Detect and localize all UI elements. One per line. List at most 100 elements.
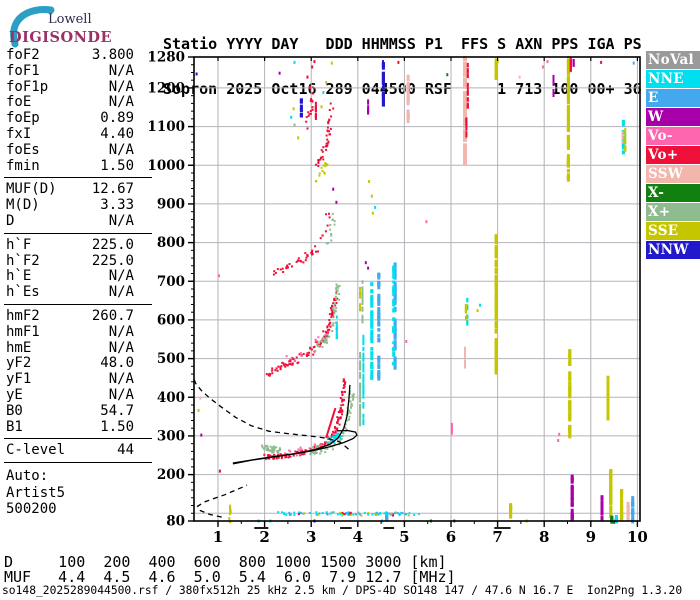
param-value: N/A xyxy=(108,339,134,356)
svg-text:800: 800 xyxy=(157,235,185,251)
legend-item: X- xyxy=(646,184,700,202)
svg-text:5: 5 xyxy=(399,528,409,546)
param-value: 225.0 xyxy=(91,236,134,253)
legend-item: E xyxy=(646,89,700,107)
param-row: D N/A xyxy=(4,212,134,230)
param-label: h`E xyxy=(6,268,32,285)
param-value: N/A xyxy=(108,78,134,95)
param-value: 260.7 xyxy=(91,307,134,324)
param-value: N/A xyxy=(108,323,134,340)
param-label: foF1p xyxy=(6,78,49,95)
header-fields-line: Statio YYYY DAY DDD HHMMSS P1 FFS S AXN … xyxy=(163,35,642,53)
param-row: foF1p N/A xyxy=(4,78,134,96)
svg-text:200: 200 xyxy=(157,467,185,483)
param-value: 4.40 xyxy=(100,125,134,142)
param-label: foEp xyxy=(6,110,40,127)
param-row: h`E N/A xyxy=(4,269,134,285)
param-label: foE xyxy=(6,94,32,111)
autoscaling-block: Auto: Artist5 500200 xyxy=(4,468,154,518)
legend-item: Vo+ xyxy=(646,146,700,164)
param-label: hmF1 xyxy=(6,323,40,340)
param-label: h`Es xyxy=(6,284,40,301)
dmuf-row: MUF 4.4 4.5 4.6 5.0 5.4 6.0 7.9 12.7 [MH… xyxy=(4,567,456,586)
status-bar: so148_2025289044500.rsf / 380fx512h 25 k… xyxy=(2,584,683,597)
param-label: hmE xyxy=(6,339,32,356)
param-row: B0 54.7 xyxy=(4,402,134,420)
param-value: 12.67 xyxy=(91,181,134,198)
dmuf-row: D 100 200 400 600 800 1000 1500 3000 [km… xyxy=(4,553,447,571)
svg-text:8: 8 xyxy=(539,528,549,546)
param-separator xyxy=(4,438,152,440)
param-value: 44 xyxy=(117,442,134,459)
header-values-line: Sopron 2025 Oct16 289 044500 RSF 1 713 1… xyxy=(163,80,642,98)
legend-item: Vo- xyxy=(646,127,700,145)
param-value: N/A xyxy=(108,94,134,111)
param-row: foEp 0.89 xyxy=(4,110,134,127)
param-label: h`F xyxy=(6,236,32,253)
param-row: h`F 225.0 xyxy=(4,236,134,254)
param-label: foF1 xyxy=(6,62,40,79)
param-value: N/A xyxy=(108,386,134,403)
param-row: foEs N/A xyxy=(4,141,134,159)
svg-text:7: 7 xyxy=(492,528,502,546)
param-label: hmF2 xyxy=(6,307,40,324)
svg-text:300: 300 xyxy=(157,428,185,444)
logo-lowell-text: Lowell xyxy=(48,12,92,27)
svg-text:9: 9 xyxy=(586,528,596,546)
legend-item: X+ xyxy=(646,203,700,221)
legend-item: NNE xyxy=(646,70,700,88)
digisonde-logo: Lowell DIGISONDE xyxy=(9,6,112,48)
logo-arc-icon xyxy=(10,6,55,48)
param-value: 225.0 xyxy=(91,252,134,269)
param-row: yE N/A xyxy=(4,386,134,404)
svg-text:80: 80 xyxy=(166,514,185,530)
param-row: hmE N/A xyxy=(4,339,134,357)
svg-text:1100: 1100 xyxy=(147,119,185,135)
param-row: foE N/A xyxy=(4,95,134,111)
param-label: yF2 xyxy=(6,355,32,372)
param-row: M(D) 3.33 xyxy=(4,197,134,214)
svg-text:2: 2 xyxy=(259,528,269,546)
svg-text:900: 900 xyxy=(157,196,185,212)
param-row: C-level 44 xyxy=(4,443,134,459)
param-value: 0.89 xyxy=(100,110,134,127)
param-row: yF1 N/A xyxy=(4,371,134,388)
param-value: N/A xyxy=(108,371,134,388)
svg-text:3: 3 xyxy=(306,528,316,546)
svg-text:1: 1 xyxy=(213,528,223,546)
param-row: fxI 4.40 xyxy=(4,125,134,143)
param-separator xyxy=(4,303,152,305)
param-value: 54.7 xyxy=(100,402,134,419)
param-value: 3.800 xyxy=(91,47,134,63)
param-label: C-level xyxy=(6,442,66,459)
legend-item: NNW xyxy=(646,241,700,259)
svg-text:1200: 1200 xyxy=(147,80,185,96)
param-value: N/A xyxy=(108,268,134,285)
svg-text:6: 6 xyxy=(446,528,456,546)
param-value: 48.0 xyxy=(100,355,134,372)
param-value: N/A xyxy=(108,141,134,158)
svg-text:500: 500 xyxy=(157,351,185,367)
svg-text:10: 10 xyxy=(627,528,648,546)
param-label: B0 xyxy=(6,402,23,419)
param-row: hmF1 N/A xyxy=(4,323,134,341)
param-label: h`F2 xyxy=(6,252,40,269)
param-value: 1.50 xyxy=(100,157,134,174)
d-muf-table: D 100 200 400 600 800 1000 1500 3000 [km… xyxy=(4,555,456,584)
param-row: foF2 3.800 xyxy=(4,47,134,64)
param-label: yF1 xyxy=(6,371,32,388)
param-row: yF2 48.0 xyxy=(4,356,134,372)
measurement-header: Statio YYYY DAY DDD HHMMSS P1 FFS S AXN … xyxy=(163,7,642,112)
param-label: D xyxy=(6,212,15,229)
param-value: N/A xyxy=(108,212,134,229)
param-row: hmF2 260.7 xyxy=(4,307,134,325)
param-label: M(D) xyxy=(6,197,40,214)
param-separator xyxy=(4,462,152,464)
svg-text:1280: 1280 xyxy=(147,50,185,66)
svg-text:400: 400 xyxy=(157,390,185,406)
autoscaling-line: Auto: xyxy=(6,468,49,485)
param-row: foF1 N/A xyxy=(4,62,134,80)
param-row: fmin 1.50 xyxy=(4,157,134,175)
